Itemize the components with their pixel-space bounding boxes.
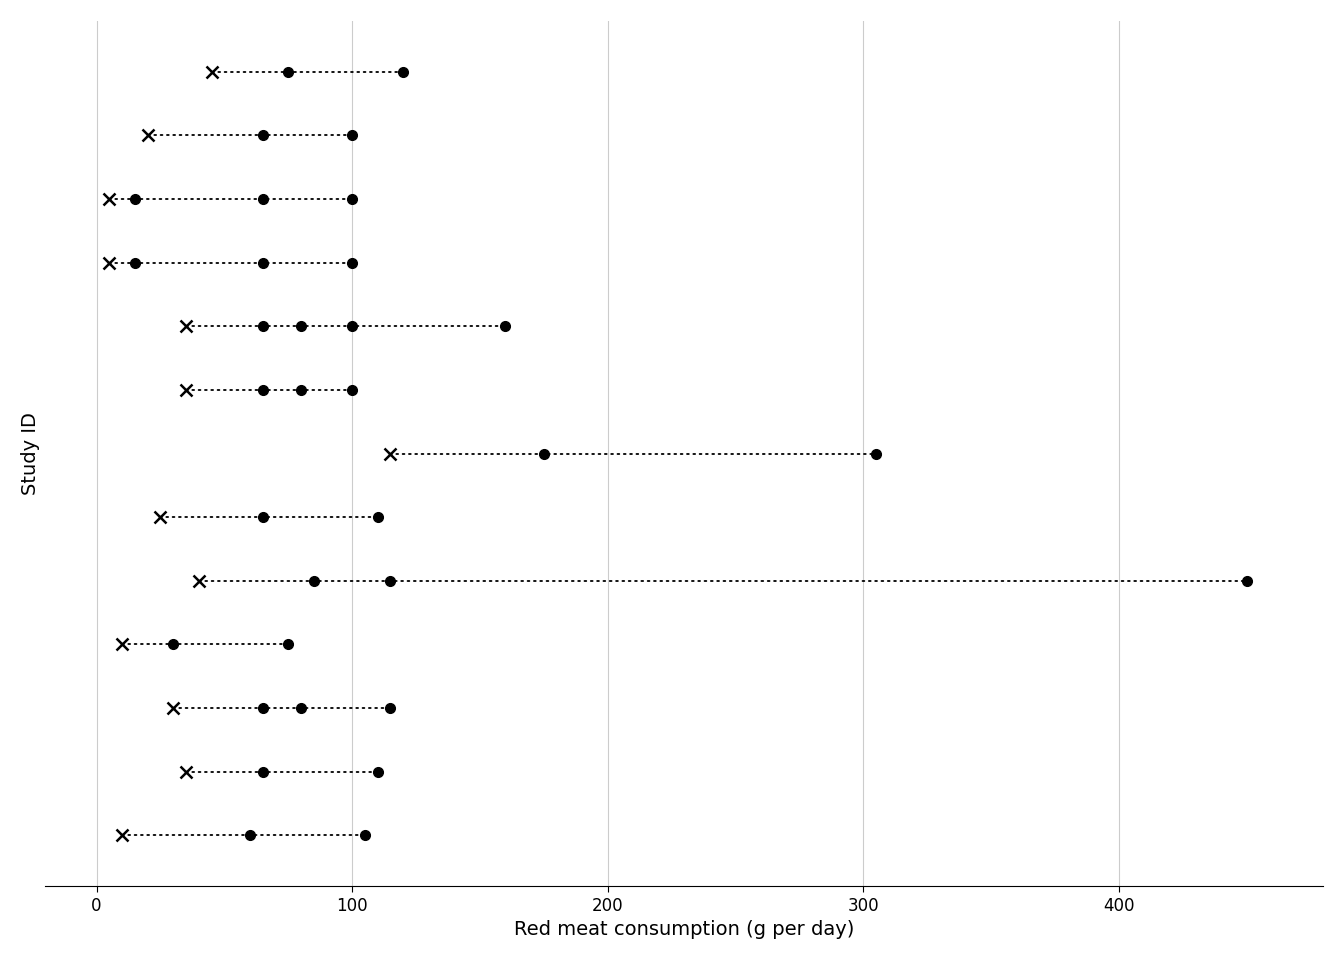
Y-axis label: Study ID: Study ID bbox=[22, 412, 40, 495]
X-axis label: Red meat consumption (g per day): Red meat consumption (g per day) bbox=[515, 921, 855, 939]
